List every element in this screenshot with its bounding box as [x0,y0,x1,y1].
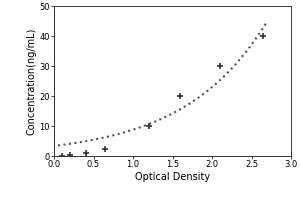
X-axis label: Optical Density: Optical Density [135,172,210,182]
Y-axis label: Concentration(ng/mL): Concentration(ng/mL) [26,27,36,135]
